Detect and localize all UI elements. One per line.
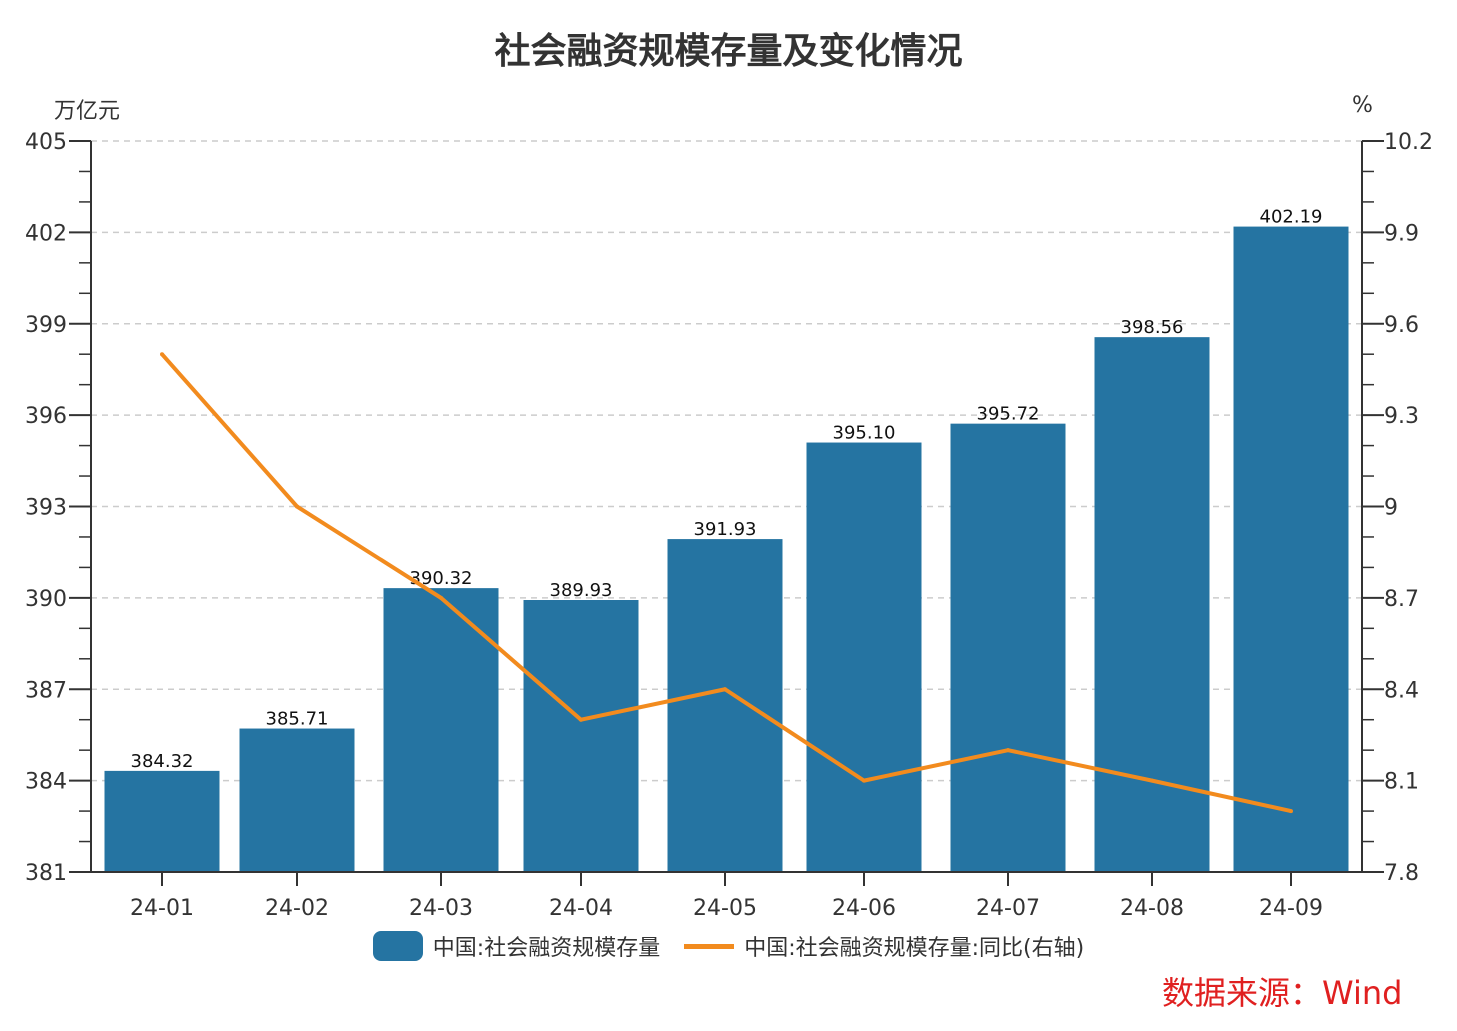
yoy-point-24-05 — [723, 687, 727, 692]
left-tick-label: 405 — [25, 130, 67, 155]
left-axis-unit: 万亿元 — [54, 99, 121, 124]
yoy-point-24-03 — [439, 595, 443, 600]
yoy-point-24-09 — [1289, 809, 1293, 814]
x-tick-label: 24-03 — [409, 896, 473, 921]
bar-data-label: 402.19 — [1260, 207, 1323, 228]
bar-24-08 — [1094, 337, 1210, 872]
data-source: 数据来源：Wind — [1162, 974, 1403, 1012]
right-tick-label: 10.2 — [1384, 130, 1433, 155]
left-tick-label: 390 — [25, 587, 67, 612]
bar-24-02 — [239, 728, 355, 872]
bar-24-07 — [950, 423, 1066, 872]
bar-24-03 — [383, 588, 499, 872]
yoy-point-24-04 — [579, 717, 583, 722]
bar-24-09 — [1233, 226, 1349, 873]
left-tick-label: 399 — [25, 313, 67, 338]
legend: 中国:社会融资规模存量 中国:社会融资规模存量:同比(右轴) — [0, 930, 1457, 962]
right-tick-label: 7.8 — [1384, 861, 1419, 886]
x-tick-label: 24-06 — [832, 896, 896, 921]
right-tick-label: 9.6 — [1384, 313, 1419, 338]
yoy-point-24-06 — [862, 778, 866, 783]
yoy-point-24-08 — [1150, 778, 1154, 783]
x-tick-label: 24-07 — [976, 896, 1040, 921]
left-tick-label: 381 — [25, 861, 67, 886]
bar-24-04 — [523, 600, 639, 872]
x-tick-label: 24-01 — [130, 896, 194, 921]
bar-data-label: 395.72 — [977, 404, 1040, 425]
x-tick-label: 24-09 — [1259, 896, 1323, 921]
legend-bar-swatch — [372, 931, 423, 961]
legend-bar-label: 中国:社会融资规模存量 — [432, 936, 661, 961]
right-tick-label: 9.9 — [1384, 221, 1419, 246]
right-tick-label: 8.1 — [1384, 770, 1419, 795]
x-tick-label: 24-02 — [265, 896, 329, 921]
left-tick-label: 384 — [25, 770, 67, 795]
bar-24-05 — [667, 539, 783, 872]
legend-line-swatch — [684, 943, 735, 949]
legend-item-bar[interactable]: 中国:社会融资规模存量 — [372, 930, 661, 962]
bar-data-label: 385.71 — [266, 709, 329, 730]
bar-data-label: 398.56 — [1121, 317, 1184, 338]
yoy-point-24-01 — [160, 352, 164, 357]
yoy-point-24-07 — [1006, 748, 1010, 753]
bar-data-label: 391.93 — [694, 519, 757, 540]
bar-data-label: 395.10 — [833, 423, 896, 444]
bar-24-01 — [104, 770, 220, 872]
right-tick-label: 8.7 — [1384, 587, 1419, 612]
left-tick-label: 387 — [25, 678, 67, 703]
x-tick-label: 24-04 — [549, 896, 613, 921]
x-tick-label: 24-08 — [1120, 896, 1184, 921]
bar-data-label: 384.32 — [131, 751, 194, 772]
legend-line-label: 中国:社会融资规模存量:同比(右轴) — [744, 936, 1085, 961]
bar-data-label: 389.93 — [550, 580, 613, 601]
bar-24-06 — [806, 442, 922, 872]
left-tick-label: 393 — [25, 496, 67, 521]
x-tick-label: 24-05 — [693, 896, 757, 921]
right-tick-label: 9 — [1384, 496, 1398, 521]
right-axis-unit: % — [1352, 93, 1373, 118]
yoy-point-24-02 — [295, 504, 299, 509]
left-tick-label: 402 — [25, 221, 67, 246]
legend-item-line[interactable]: 中国:社会融资规模存量:同比(右轴) — [684, 930, 1084, 962]
left-tick-label: 396 — [25, 404, 67, 429]
chart-title: 社会融资规模存量及变化情况 — [494, 31, 963, 72]
right-tick-label: 9.3 — [1384, 404, 1419, 429]
right-tick-label: 8.4 — [1384, 678, 1419, 703]
bar-data-label: 390.32 — [410, 568, 473, 589]
